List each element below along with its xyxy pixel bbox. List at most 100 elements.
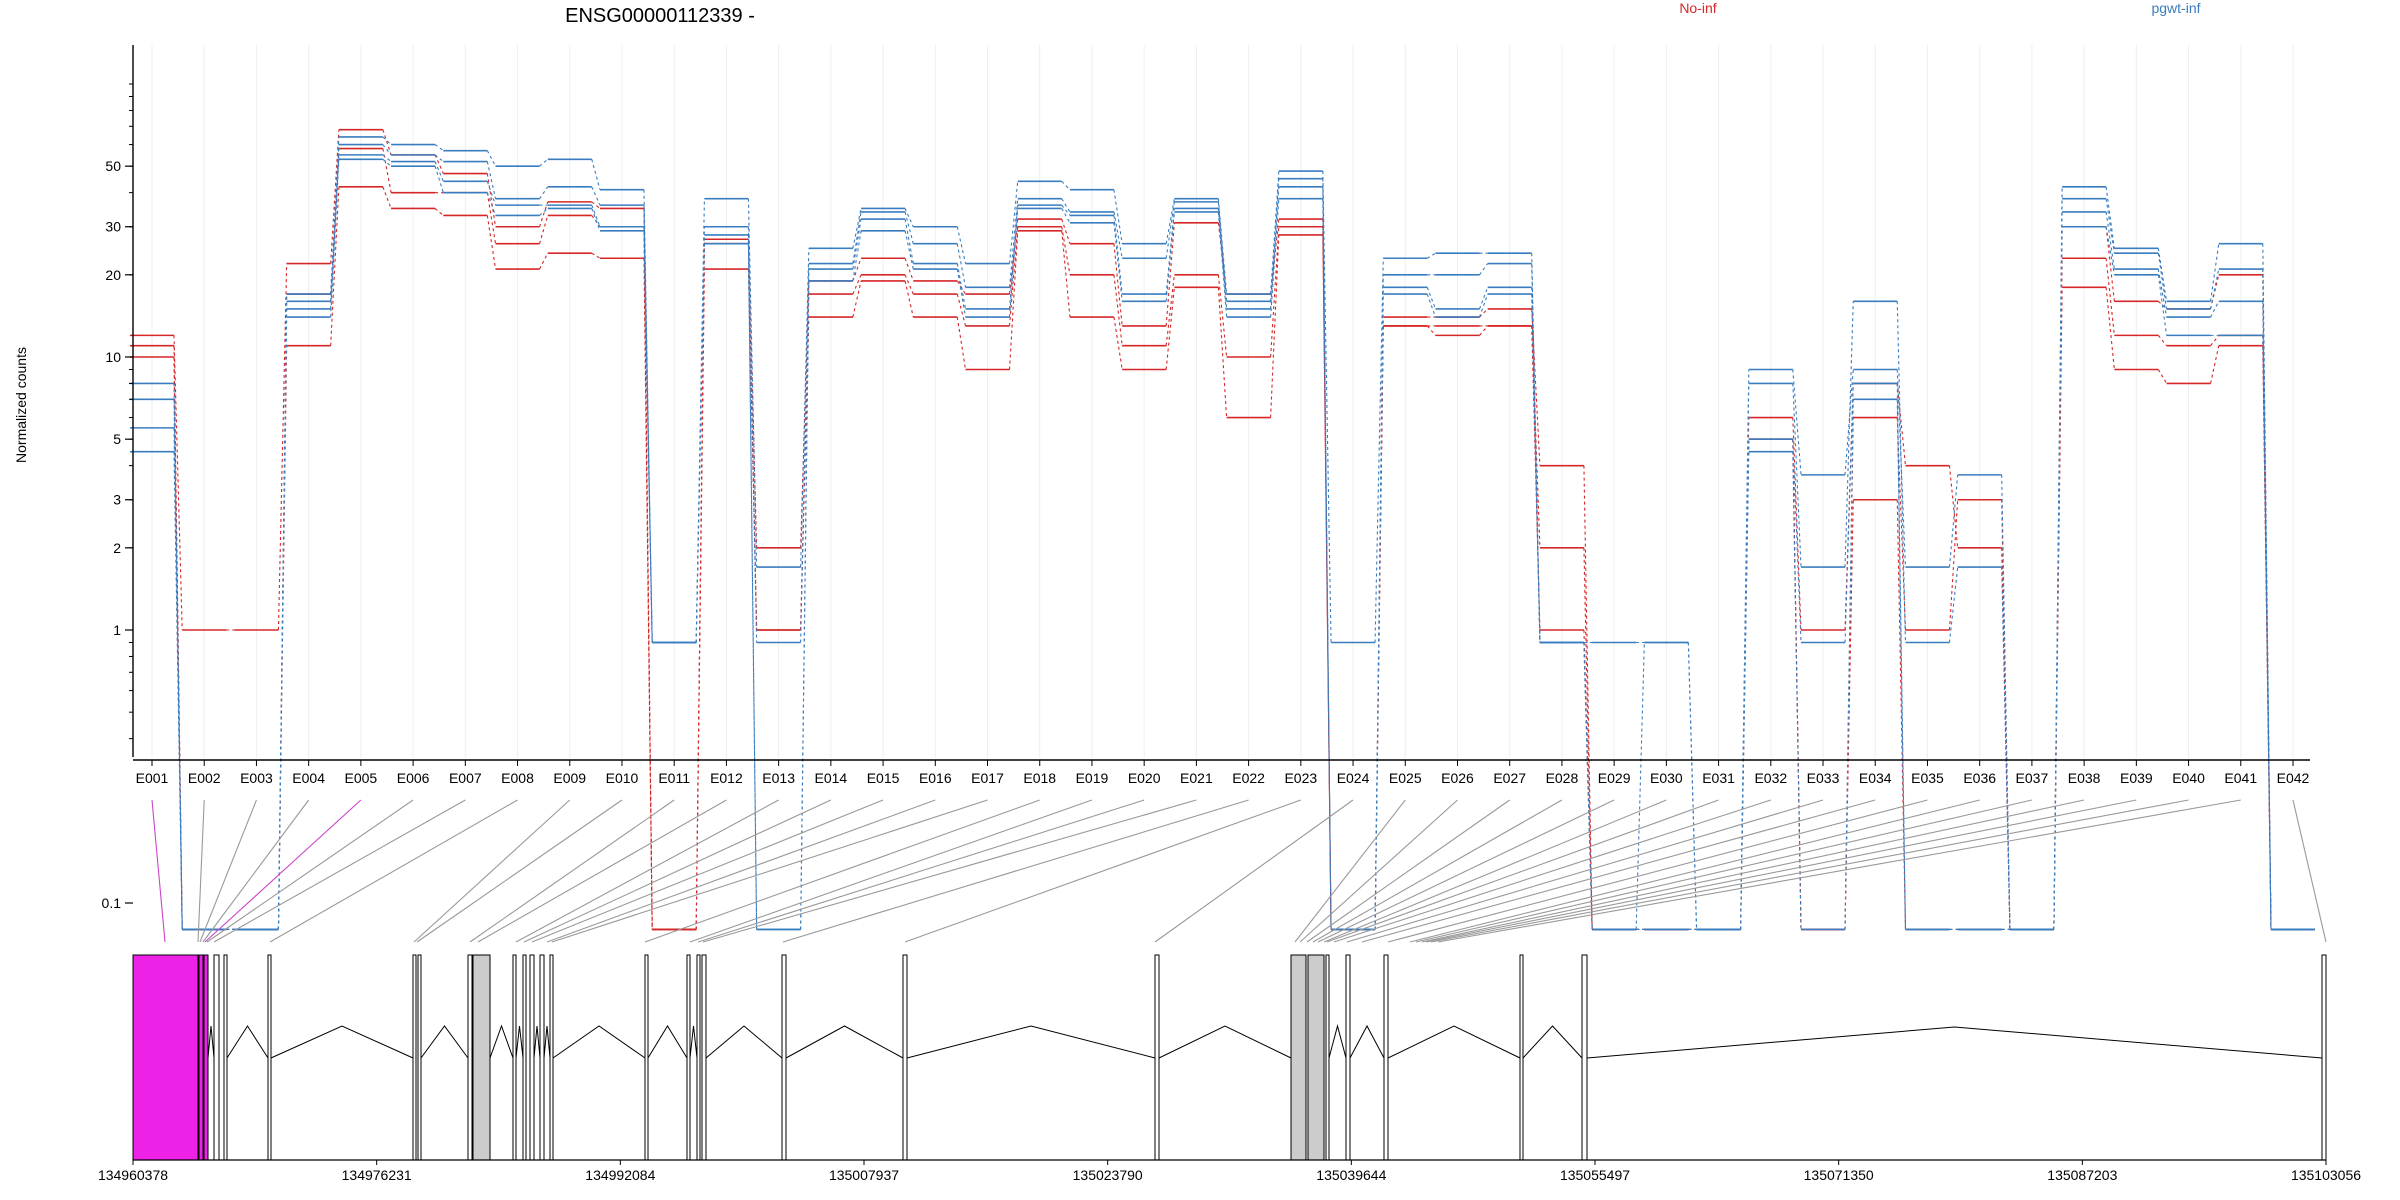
exon-link [1217, 208, 1228, 309]
connector-e028 [1312, 799, 1563, 943]
exon-link [1531, 294, 1541, 643]
genomic-tick-label: 135055497 [1560, 1167, 1630, 1183]
exon-link [1792, 439, 1802, 643]
x-tick-label-e032: E032 [1754, 770, 1787, 786]
connector-e002 [197, 799, 205, 943]
exon-link [1270, 198, 1280, 318]
exon-link [382, 129, 392, 156]
exon-link [2105, 186, 2115, 249]
exon-block [203, 954, 209, 1161]
x-tick-label-e009: E009 [553, 770, 586, 786]
exon-link [486, 173, 497, 227]
exon-link [1113, 222, 1123, 302]
exon-link [1426, 252, 1436, 259]
x-tick-label-e018: E018 [1023, 770, 1056, 786]
genomic-tick-label: 135071350 [1804, 1167, 1874, 1183]
exon-block [2321, 954, 2327, 1161]
exon-block [522, 954, 527, 1161]
connector-e031 [1326, 799, 1719, 943]
series-no-inf-1 [130, 147, 2315, 931]
exon-link [1217, 198, 1228, 295]
exon-link [539, 208, 549, 216]
exon-link [852, 280, 862, 318]
exon-link [2262, 243, 2272, 930]
y-tick-label: 50 [105, 158, 121, 174]
connector-e039 [1425, 799, 2137, 943]
exon-block [1581, 954, 1588, 1161]
exon-link [1896, 399, 1907, 930]
x-tick-label-e037: E037 [2016, 770, 2049, 786]
exon-link [2210, 243, 2220, 302]
exon-link [1948, 499, 1959, 631]
genomic-tick-label: 134992084 [585, 1167, 655, 1183]
exon-link [591, 204, 601, 227]
x-tick-label-e031: E031 [1702, 770, 1735, 786]
connector-e012 [477, 799, 727, 943]
exon-link [1426, 293, 1437, 318]
exon-link [1844, 383, 1854, 643]
exon-link [2157, 274, 2168, 336]
exon-link [1113, 317, 1123, 370]
exon-block [412, 954, 417, 1161]
exon-link [2001, 567, 2011, 930]
exon-link [695, 269, 705, 930]
intron-line [489, 1024, 514, 1059]
exon-link [2105, 198, 2115, 254]
exon-block [267, 954, 272, 1161]
exon-link [1008, 181, 1019, 264]
exon-link [2210, 335, 2220, 347]
exon-tick-labels: E001 E002 E003 E004 E005 E006 E007 E008 E009 E010… [136, 760, 2310, 786]
connector-e037 [1415, 799, 2033, 943]
intron-line [226, 1025, 269, 1059]
series-layer [130, 128, 2315, 931]
connector-e011 [469, 799, 675, 943]
exon-link [277, 317, 288, 930]
exon-link [1322, 198, 1332, 930]
genomic-tick-label: 135087203 [2047, 1167, 2117, 1183]
connector-e005 [204, 799, 362, 943]
x-tick-label-e010: E010 [606, 770, 639, 786]
connector-e004 [202, 799, 310, 943]
exon-block [223, 954, 228, 1161]
connector-e009 [413, 799, 571, 943]
exon-link [382, 144, 392, 156]
exon-link [539, 158, 549, 167]
intron-line [270, 1025, 414, 1059]
exon-link [852, 274, 862, 295]
genomic-tick-label: 135023790 [1073, 1167, 1143, 1183]
exon-block [696, 954, 701, 1161]
exon-link [2105, 226, 2115, 302]
exon-link [330, 186, 340, 346]
connector-e017 [551, 799, 988, 943]
x-tick-label-e034: E034 [1859, 770, 1892, 786]
exon-link [382, 158, 392, 167]
y-tick-label: 2 [113, 540, 121, 556]
exon-block [472, 954, 491, 1161]
exon-link [486, 181, 497, 206]
exon-link [1165, 198, 1175, 244]
exon-link [2157, 248, 2168, 302]
connector-e015 [531, 799, 884, 943]
exon-link [486, 192, 497, 216]
exon-link [747, 243, 758, 930]
exon-link [1426, 325, 1436, 336]
x-tick-label-e002: E002 [188, 770, 221, 786]
legend-label-pgwt-inf: pgwt-inf [2151, 0, 2200, 16]
exon-block [644, 954, 649, 1161]
intron-line [515, 1025, 524, 1059]
intron-line [1349, 1024, 1385, 1059]
intron-line [705, 1025, 783, 1059]
x-tick-label-e025: E025 [1389, 770, 1422, 786]
exon-link [1217, 287, 1228, 418]
exon-link [1896, 369, 1907, 568]
genomic-axis: 134960378 134976231 134992084 135007937 1350… [98, 1159, 2361, 1183]
x-tick-label-e026: E026 [1441, 770, 1474, 786]
exon-link [800, 280, 810, 930]
exon-link [1217, 274, 1228, 358]
y-tick-label: 5 [113, 431, 121, 447]
genomic-tick-label: 134976231 [342, 1167, 412, 1183]
exon-connector-lines [151, 799, 2327, 943]
intron-line [552, 1025, 646, 1059]
x-tick-label-e030: E030 [1650, 770, 1683, 786]
x-tick-label-e006: E006 [397, 770, 430, 786]
